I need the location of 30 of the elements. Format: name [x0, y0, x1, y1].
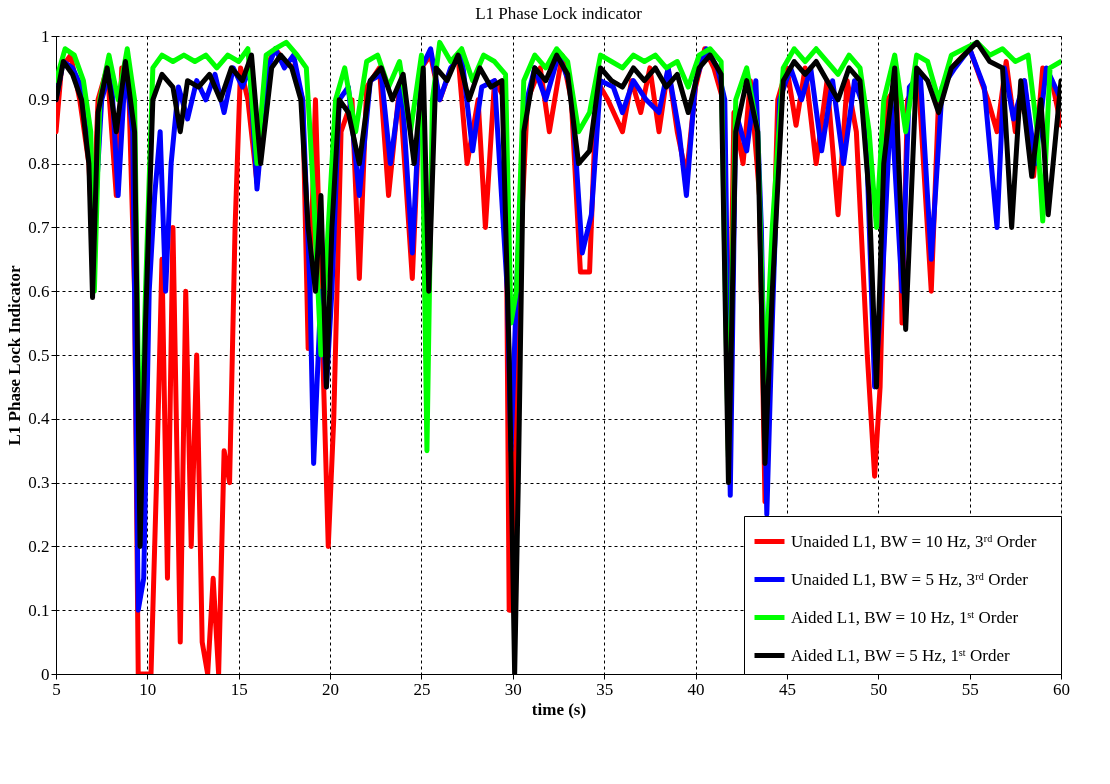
chart-title: L1 Phase Lock indicator — [475, 4, 643, 23]
legend-label: Unaided L1, BW = 10 Hz, 3ʳᵈ Order — [791, 531, 1037, 551]
y-tick-label: 0.9 — [28, 90, 50, 110]
legend-label: Aided L1, BW = 5 Hz, 1ˢᵗ Order — [791, 645, 1011, 665]
y-tick-label: 0.7 — [28, 217, 50, 237]
y-tick-label: 0.5 — [28, 345, 50, 365]
y-tick-label: 0 — [41, 664, 50, 684]
x-tick-label: 20 — [322, 679, 340, 699]
x-tick-label: 35 — [596, 679, 614, 699]
y-tick-label: 0.6 — [28, 281, 50, 301]
y-tick-label: 0.1 — [28, 600, 50, 620]
y-tick-label: 0.8 — [28, 154, 50, 174]
x-axis-title: time (s) — [531, 699, 587, 719]
x-tick-label: 45 — [778, 679, 796, 699]
y-tick-label: 0.2 — [28, 536, 50, 556]
y-tick-label: 0.3 — [28, 473, 50, 493]
x-tick-label: 50 — [870, 679, 888, 699]
y-tick-label: 0.4 — [28, 409, 50, 429]
x-tick-label: 60 — [1053, 679, 1070, 699]
x-tick-label: 15 — [230, 679, 248, 699]
x-tick-label: 40 — [687, 679, 705, 699]
x-tick-label: 30 — [504, 679, 522, 699]
legend-label: Aided L1, BW = 10 Hz, 1ˢᵗ Order — [791, 607, 1019, 627]
legend-label: Unaided L1, BW = 5 Hz, 3ʳᵈ Order — [791, 569, 1029, 589]
y-axis-title: L1 Phase Lock Indicator — [5, 265, 25, 446]
x-tick-label: 10 — [139, 679, 157, 699]
y-tick-label: 1 — [41, 26, 50, 46]
x-tick-label: 5 — [52, 679, 61, 699]
x-tick-label: 55 — [961, 679, 979, 699]
x-tick-label: 25 — [413, 679, 431, 699]
